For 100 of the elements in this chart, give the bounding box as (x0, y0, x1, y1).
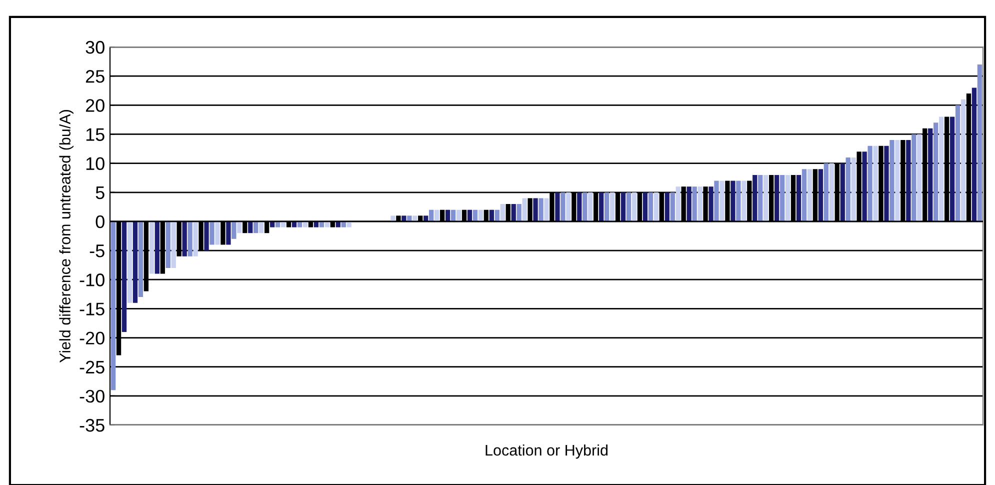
bar (544, 198, 549, 222)
bar (758, 174, 763, 222)
bar (950, 116, 955, 222)
bar (829, 163, 834, 222)
bar (604, 192, 610, 222)
y-axis-title: Yield difference from untreated (bu/A) (59, 110, 74, 363)
bar (341, 221, 346, 228)
bar (588, 192, 593, 222)
y-tick-label: -5 (90, 244, 104, 258)
bar (972, 88, 977, 222)
bar (648, 192, 654, 222)
y-tick-label: -30 (80, 390, 104, 403)
bar (818, 169, 824, 222)
bar (522, 198, 527, 222)
bar (494, 210, 500, 222)
bar (960, 99, 966, 222)
bar (478, 210, 484, 222)
bar (632, 192, 637, 222)
bar (182, 221, 187, 256)
bar (533, 198, 538, 222)
bar (708, 186, 714, 222)
bar (664, 192, 670, 222)
bar (851, 157, 856, 222)
bar (720, 180, 724, 222)
bar (977, 64, 982, 222)
bar (429, 210, 434, 222)
bar (917, 134, 922, 222)
bar (676, 186, 680, 222)
bar (210, 221, 214, 245)
bar (254, 221, 258, 234)
bar (620, 192, 626, 222)
bar (204, 221, 209, 251)
bar (873, 146, 878, 222)
bar (127, 221, 132, 303)
y-tick-label: 5 (96, 186, 104, 200)
bar (560, 192, 566, 222)
bar (796, 174, 802, 222)
bar (566, 192, 571, 222)
bar (714, 180, 719, 222)
bar (928, 128, 933, 222)
bar (110, 221, 116, 390)
bar (138, 221, 144, 298)
bar (166, 221, 170, 268)
bar (934, 122, 938, 222)
bar (302, 221, 308, 228)
bar (259, 221, 264, 234)
bar (692, 186, 697, 222)
bar (193, 221, 198, 256)
bar (895, 140, 900, 222)
bar (248, 221, 253, 234)
bar (154, 221, 160, 274)
bar (232, 221, 236, 239)
bar (324, 221, 330, 228)
bar (780, 174, 785, 222)
bar (314, 221, 319, 228)
bar (412, 216, 418, 222)
bar (912, 134, 916, 222)
bar (840, 163, 845, 222)
bar (698, 186, 702, 222)
bar (500, 204, 505, 222)
bar (226, 221, 231, 245)
bar (511, 204, 516, 222)
bar (626, 192, 632, 222)
bar (610, 192, 615, 222)
bar (467, 210, 472, 222)
bar (807, 169, 812, 222)
bar (730, 180, 736, 222)
bar (742, 180, 746, 222)
bar (336, 221, 340, 228)
bar (906, 140, 911, 222)
bar (402, 216, 406, 222)
bar (270, 221, 275, 228)
bar (764, 174, 768, 222)
bar (424, 216, 428, 222)
y-tick-label: -35 (80, 418, 104, 432)
bar (824, 163, 828, 222)
bar (434, 210, 440, 222)
bar (752, 174, 758, 222)
bar (654, 192, 659, 222)
bar (407, 216, 412, 222)
bar (785, 174, 790, 222)
bar (171, 221, 176, 268)
y-tick-label: 15 (86, 128, 104, 141)
bar (516, 204, 522, 222)
bar (188, 221, 192, 256)
bar (577, 192, 582, 222)
y-tick-label: -25 (80, 360, 104, 374)
bar (472, 210, 478, 222)
bar (884, 146, 889, 222)
x-axis-title: Location or Hybrid (486, 444, 608, 459)
bar (599, 192, 604, 222)
bar (686, 186, 692, 222)
y-tick-label: 0 (96, 215, 104, 228)
bar (122, 221, 127, 332)
y-tick-label: 10 (86, 157, 104, 170)
y-tick-label: -15 (80, 302, 104, 316)
bar (292, 221, 297, 228)
y-tick-label: -10 (80, 274, 104, 286)
bar (450, 210, 456, 222)
y-tick-label: 30 (86, 40, 104, 54)
